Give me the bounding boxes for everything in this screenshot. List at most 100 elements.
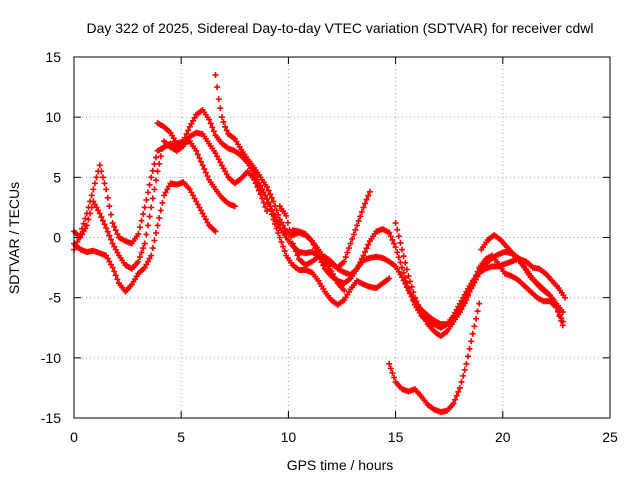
data-point [317, 255, 324, 262]
data-point [146, 255, 153, 262]
data-point [222, 123, 229, 130]
data-point [157, 207, 164, 214]
data-point [212, 228, 219, 235]
data-point [149, 245, 156, 252]
data-point [466, 288, 473, 295]
data-point [165, 183, 172, 190]
data-point [188, 120, 195, 127]
data-point [469, 280, 476, 287]
series-track-h [289, 226, 566, 331]
data-point [345, 245, 352, 252]
data-point [153, 154, 160, 161]
data-point [400, 269, 407, 276]
data-point [284, 219, 291, 226]
data-point [267, 191, 274, 198]
data-point [82, 215, 89, 222]
data-point [109, 220, 116, 227]
data-point [222, 168, 229, 175]
data-point [387, 365, 394, 372]
data-point [199, 162, 206, 169]
data-point [144, 222, 151, 229]
data-point [360, 204, 367, 211]
data-point [212, 150, 219, 157]
data-point [96, 162, 103, 169]
data-point [144, 189, 151, 196]
data-point [352, 226, 359, 233]
data-point [415, 301, 422, 308]
data-point [204, 219, 211, 226]
data-point [159, 145, 166, 152]
data-point [363, 245, 370, 252]
data-point [363, 196, 370, 203]
data-point [85, 216, 92, 223]
data-point [468, 284, 475, 291]
data-point [395, 233, 402, 240]
data-point [276, 216, 283, 223]
data-point [114, 249, 121, 256]
axis-tick-labels: 0 5 10 15 20 25 -15 -10 -5 0 5 10 15 [41, 49, 618, 445]
data-point [350, 231, 357, 238]
data-point [273, 217, 280, 224]
data-point [270, 216, 277, 223]
data-point [191, 114, 198, 121]
y-tick-label: -15 [41, 410, 61, 426]
data-point [98, 214, 105, 221]
data-point [360, 252, 367, 259]
data-point [95, 207, 102, 214]
data-point [471, 323, 478, 330]
data-point [416, 305, 423, 312]
data-point [270, 198, 277, 205]
data-point [161, 192, 168, 199]
data-point [312, 245, 319, 252]
data-point [366, 188, 373, 195]
data-point [289, 240, 296, 247]
data-point [189, 192, 196, 199]
data-point [292, 248, 299, 255]
data-point [458, 378, 465, 385]
data-point [561, 294, 568, 301]
data-point [397, 239, 404, 246]
data-point [202, 169, 209, 176]
data-point [220, 165, 227, 172]
chart-title: Day 322 of 2025, Sidereal Day-to-day VTE… [86, 20, 593, 36]
data-point [347, 240, 354, 247]
data-point [180, 138, 187, 145]
data-point [310, 241, 317, 248]
data-point [143, 196, 150, 203]
data-point [140, 211, 147, 218]
data-point [146, 181, 153, 188]
data-point [407, 278, 414, 285]
data-point [153, 177, 160, 184]
data-point [181, 134, 188, 141]
x-tick-label: 10 [281, 429, 297, 445]
data-point [103, 186, 110, 193]
data-point [291, 244, 298, 251]
data-point [288, 233, 295, 240]
data-point [263, 208, 270, 215]
data-point [411, 294, 418, 301]
data-point [107, 211, 114, 218]
data-point [223, 171, 230, 178]
data-point [546, 292, 553, 299]
data-point [80, 220, 87, 227]
series-track-i [392, 220, 566, 340]
data-point [461, 291, 468, 298]
data-point [112, 227, 119, 234]
data-point [193, 198, 200, 205]
data-point [280, 243, 287, 250]
data-point [342, 254, 349, 261]
data-point [455, 388, 462, 395]
data-point [196, 204, 203, 211]
data-point [103, 224, 110, 231]
data-point [354, 265, 361, 272]
data-point [196, 155, 203, 162]
axis-ticks [73, 56, 611, 419]
data-point [308, 238, 315, 245]
data-point [112, 272, 119, 279]
data-point [146, 213, 153, 220]
data-point [135, 258, 142, 265]
data-point [215, 96, 222, 103]
data-point [355, 262, 362, 269]
series-track-b [71, 129, 270, 272]
